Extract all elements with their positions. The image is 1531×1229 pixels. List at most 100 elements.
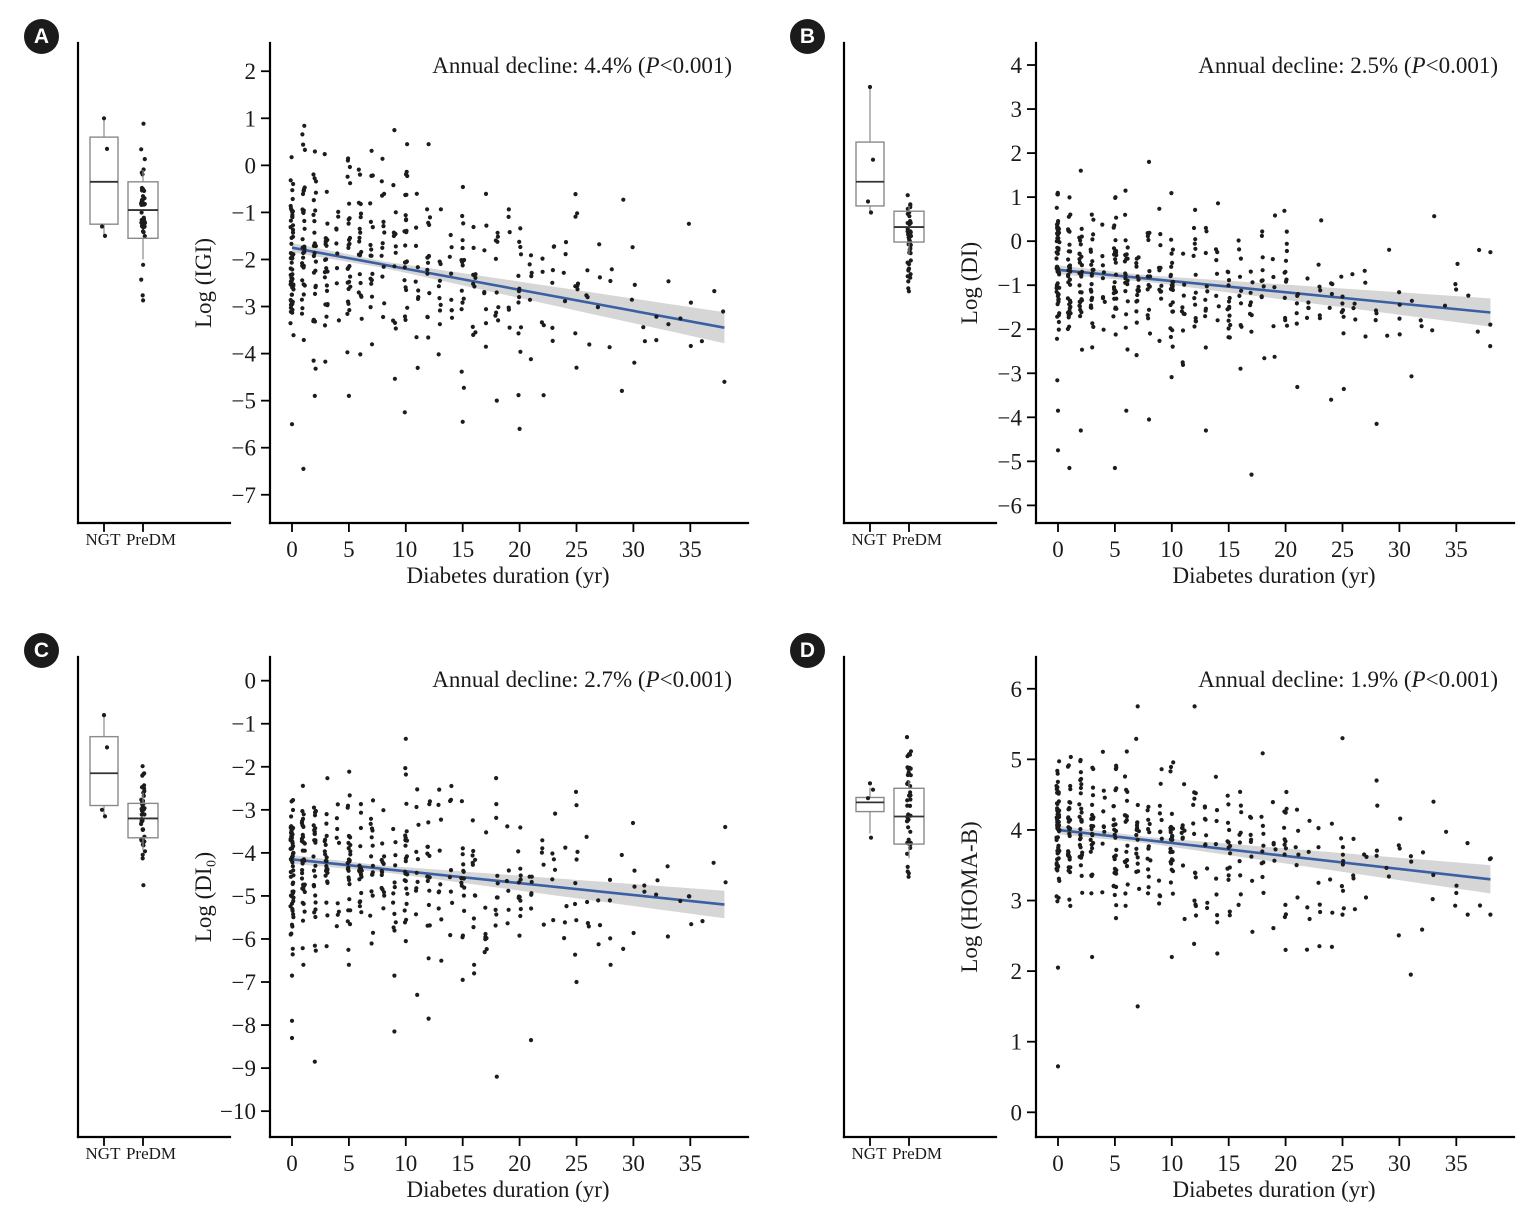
boxplot-predm <box>893 193 925 294</box>
y-tick-label: 4 <box>1011 53 1023 78</box>
boxplot-predm <box>127 764 159 888</box>
panel-c-badge: C <box>24 633 59 668</box>
chart-b-predm-label: PreDM <box>891 530 943 549</box>
x-tick-label: 20 <box>508 1151 531 1176</box>
x-tick-label: 20 <box>1274 537 1297 562</box>
chart-b-y-axis-title: Log (DI) <box>957 241 982 325</box>
chart-b-annotation-p-italic: P <box>1411 53 1426 78</box>
chart-d-annotation-p-italic: P <box>1411 667 1426 692</box>
chart-c-svg: 0 −1 −2 −3 −4 −5 −6 −7 −8 −9 −10 0 5 10 15 20 25 30 35 <box>76 655 750 1176</box>
y-tick-label: 2 <box>1011 141 1023 166</box>
chart-a-predm-label: PreDM <box>125 530 177 549</box>
boxplot-axes <box>76 655 232 1146</box>
y-tick-label: −6 <box>232 436 256 461</box>
x-tick-label: 5 <box>343 1151 355 1176</box>
y-tick-label: −6 <box>232 927 256 952</box>
chart-c-ngt-label: NGT <box>85 1144 121 1163</box>
y-tick-label: −4 <box>232 342 257 367</box>
x-tick-label: 30 <box>1388 537 1411 562</box>
chart-c-x-axis-title: Diabetes duration (yr) <box>406 1177 610 1202</box>
x-tick-label: 10 <box>394 1151 417 1176</box>
y-tick-label: −9 <box>232 1056 256 1081</box>
x-tick-label: 30 <box>1388 1151 1411 1176</box>
y-tick-label: 0 <box>1011 229 1023 254</box>
y-tick-label: −3 <box>232 295 256 320</box>
scatter-points <box>288 123 727 471</box>
y-tick-labels: 0 −1 −2 −3 −4 −5 −6 −7 −8 −9 −10 <box>220 669 256 1124</box>
confidence-band <box>1058 265 1491 327</box>
y-tick-label: −7 <box>232 483 256 508</box>
y-tick-label: −2 <box>232 247 256 272</box>
axis-ticks <box>1027 64 1458 532</box>
chart-a-annotation-p-italic: P <box>645 53 660 78</box>
y-tick-label: 2 <box>1011 959 1023 984</box>
panel-b-badge: B <box>790 19 825 54</box>
x-tick-label: 0 <box>1052 537 1064 562</box>
x-tick-label: 20 <box>508 537 531 562</box>
x-tick-label: 5 <box>1109 537 1121 562</box>
x-tick-label: 20 <box>1274 1151 1297 1176</box>
x-tick-label: 15 <box>1217 1151 1240 1176</box>
boxplot-ngt <box>89 713 119 819</box>
boxplot-ngt <box>855 781 885 840</box>
panel-c: 0 −1 −2 −3 −4 −5 −6 −7 −8 −9 −10 0 5 10 15 20 25 30 35 C L… <box>0 617 765 1229</box>
chart-c-predm-label: PreDM <box>125 1144 177 1163</box>
chart-d-annotation-suffix: <0.001) <box>1425 667 1498 692</box>
chart-a-annotation: Annual decline: 4.4% (P<0.001) <box>300 53 732 79</box>
y-tick-label: −10 <box>220 1099 256 1124</box>
regression-line <box>1057 268 1491 314</box>
boxplot-axes <box>842 41 998 532</box>
chart-b-annotation: Annual decline: 2.5% (P<0.001) <box>1066 53 1498 79</box>
y-tick-label: −7 <box>232 970 256 995</box>
scatter-points <box>1054 704 1493 1069</box>
boxplot-axes <box>842 655 998 1146</box>
scatter-points <box>288 736 728 1079</box>
x-tick-labels: 0 5 10 15 20 25 30 35 <box>1052 1151 1468 1176</box>
x-tick-label: 15 <box>1217 537 1240 562</box>
main-axes <box>1034 655 1516 1139</box>
panel-a-badge-letter: A <box>33 24 50 48</box>
y-tick-label: 6 <box>1011 677 1023 702</box>
x-tick-label: 0 <box>1052 1151 1064 1176</box>
y-tick-label: 0 <box>245 153 257 178</box>
chart-d-y-axis-title: Log (HOMA-B) <box>957 821 982 973</box>
boxplot-strip-points <box>139 121 148 303</box>
axis-ticks <box>1027 687 1458 1146</box>
scatter-points <box>1054 159 1493 477</box>
y-tick-label: −5 <box>232 389 256 414</box>
x-tick-labels: 0 5 10 15 20 25 30 35 <box>286 537 702 562</box>
chart-d-annotation: Annual decline: 1.9% (P<0.001) <box>1066 667 1498 693</box>
chart-a-x-axis-title: Diabetes duration (yr) <box>406 563 610 588</box>
chart-d-annotation-prefix: Annual decline: 1.9% ( <box>1198 667 1412 692</box>
chart-b-x-axis-title: Diabetes duration (yr) <box>1172 563 1376 588</box>
y-tick-label: 1 <box>1011 185 1023 210</box>
panel-d-badge: D <box>790 633 825 668</box>
x-tick-label: 10 <box>1160 1151 1183 1176</box>
boxplot-ngt <box>89 116 119 238</box>
y-tick-labels: 4 3 2 1 0 −1 −2 −3 −4 −5 −6 <box>998 53 1023 518</box>
chart-c-annotation-p-italic: P <box>645 667 660 692</box>
boxplot-axes <box>76 41 232 532</box>
panel-b: 4 3 2 1 0 −1 −2 −3 −4 −5 −6 0 5 10 15 20 25 30 35 B Log (D… <box>766 3 1531 617</box>
boxplot-predm <box>127 121 159 303</box>
boxplot-predm <box>893 735 925 879</box>
y-tick-label: 1 <box>245 106 257 131</box>
y-tick-label: 3 <box>1011 889 1023 914</box>
x-tick-label: 35 <box>679 1151 702 1176</box>
y-tick-label: −3 <box>232 798 256 823</box>
x-tick-label: 10 <box>394 537 417 562</box>
chart-a-ngt-label: NGT <box>85 530 121 549</box>
chart-a-svg: 210−1−2−3−4−5−6−70 5 10 15 20 25 30 35 <box>76 41 750 562</box>
y-tick-label: −5 <box>232 884 256 909</box>
y-tick-label: −1 <box>998 273 1022 298</box>
x-tick-label: 0 <box>286 1151 298 1176</box>
x-tick-label: 15 <box>451 1151 474 1176</box>
chart-b-annotation-prefix: Annual decline: 2.5% ( <box>1198 53 1412 78</box>
main-axes <box>1034 41 1516 525</box>
chart-a-y-axis-title: Log (IGI) <box>191 237 216 329</box>
y-tick-label: 1 <box>1011 1030 1023 1055</box>
boxplot-strip-points <box>904 735 914 879</box>
x-tick-label: 30 <box>622 537 645 562</box>
